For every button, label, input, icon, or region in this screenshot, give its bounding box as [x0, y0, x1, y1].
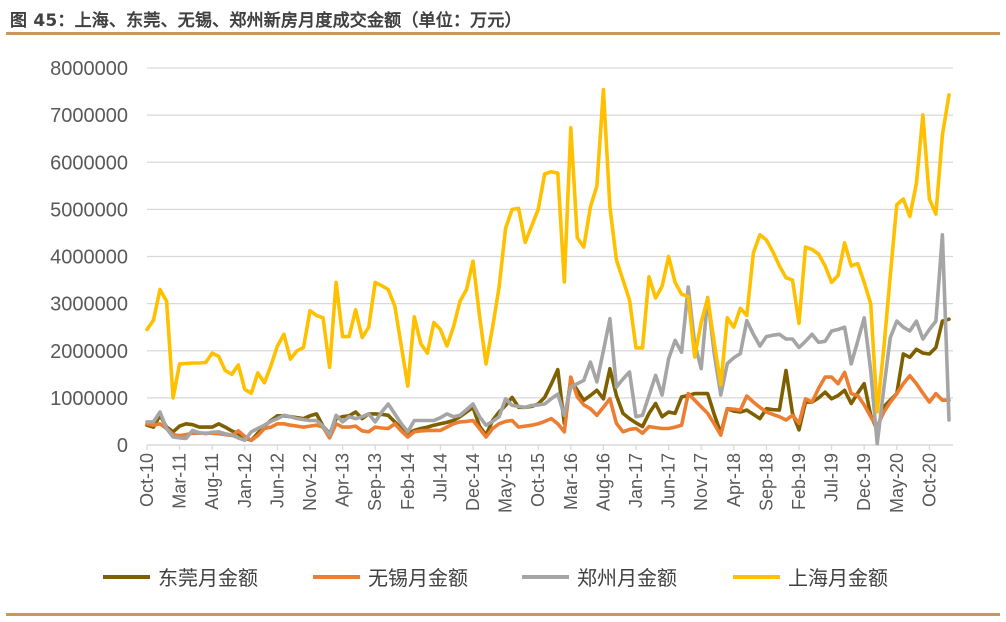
- x-tick-label: Nov-12: [300, 453, 320, 511]
- legend-label: 郑州月金额: [577, 566, 677, 590]
- x-tick-label: Aug-11: [202, 453, 222, 510]
- legend-item: 郑州月金额: [522, 566, 677, 590]
- x-tick-label: Dec-14: [463, 453, 483, 511]
- legend-item: 东莞月金额: [103, 566, 258, 590]
- legend-label: 东莞月金额: [158, 566, 258, 590]
- x-tick-label: Jun-17: [659, 453, 679, 508]
- y-tick-label: 5000000: [50, 199, 128, 221]
- series-line-2: [145, 370, 951, 443]
- x-axis: Oct-10 Mar-11 Aug-11 Jan-12 Jun-12 Nov-12 Apr-…: [137, 444, 953, 513]
- x-tick-label: Jul-19: [822, 453, 842, 502]
- x-tick-label: May-15: [496, 453, 516, 513]
- series-line-3: [145, 233, 951, 446]
- x-tick-label: Aug-16: [593, 453, 613, 511]
- x-tick-label: Dec-19: [854, 453, 874, 511]
- y-tick-label: 4000000: [50, 247, 128, 269]
- y-tick-label: 7000000: [50, 105, 128, 127]
- x-tick-label: Jan-12: [235, 453, 255, 508]
- top-divider: [6, 32, 1000, 35]
- y-tick-label: 0: [117, 435, 128, 457]
- x-tick-label: Nov-17: [691, 453, 711, 511]
- x-tick-label: Mar-11: [170, 453, 190, 509]
- x-tick-label: Feb-14: [398, 453, 418, 510]
- y-tick-label: 8000000: [50, 58, 128, 80]
- x-tick-label: Jun-12: [267, 453, 287, 508]
- x-tick-label: Jan-17: [626, 453, 646, 508]
- x-tick-label: Oct-10: [137, 453, 157, 507]
- x-tick-label: Sep-13: [365, 453, 385, 511]
- y-tick-label: 2000000: [50, 341, 128, 363]
- figure-title: 图 45：上海、东莞、无锡、郑州新房月度成交金额（单位：万元）: [10, 11, 522, 31]
- x-tick-label: Mar-16: [561, 453, 581, 510]
- y-axis-labels: 0 1000000 2000000 3000000 4000000 5000000 6000…: [50, 58, 128, 457]
- legend-item: 无锡月金额: [313, 566, 468, 590]
- x-tick-label: Oct-20: [919, 453, 939, 507]
- y-tick-label: 3000000: [50, 294, 128, 316]
- x-tick-label: Jul-14: [430, 453, 450, 502]
- y-tick-label: 6000000: [50, 152, 128, 174]
- x-tick-label: Oct-15: [528, 453, 548, 507]
- legend: 东莞月金额 无锡月金额 郑州月金额 上海月金额: [103, 566, 888, 590]
- gridlines: [147, 67, 953, 399]
- x-tick-label: May-20: [887, 453, 907, 513]
- legend-item: 上海月金额: [733, 566, 888, 590]
- x-tick-label: Feb-19: [789, 453, 809, 510]
- bottom-divider: [6, 613, 1000, 616]
- x-tick-label: Apr-13: [333, 453, 353, 507]
- series-line-4: [145, 87, 951, 414]
- x-tick-label: Sep-18: [756, 453, 776, 511]
- y-tick-label: 1000000: [50, 388, 128, 410]
- legend-label: 无锡月金额: [368, 566, 468, 590]
- x-tick-label: Apr-18: [724, 453, 744, 507]
- series-lines: [145, 87, 951, 446]
- legend-label: 上海月金额: [788, 566, 888, 590]
